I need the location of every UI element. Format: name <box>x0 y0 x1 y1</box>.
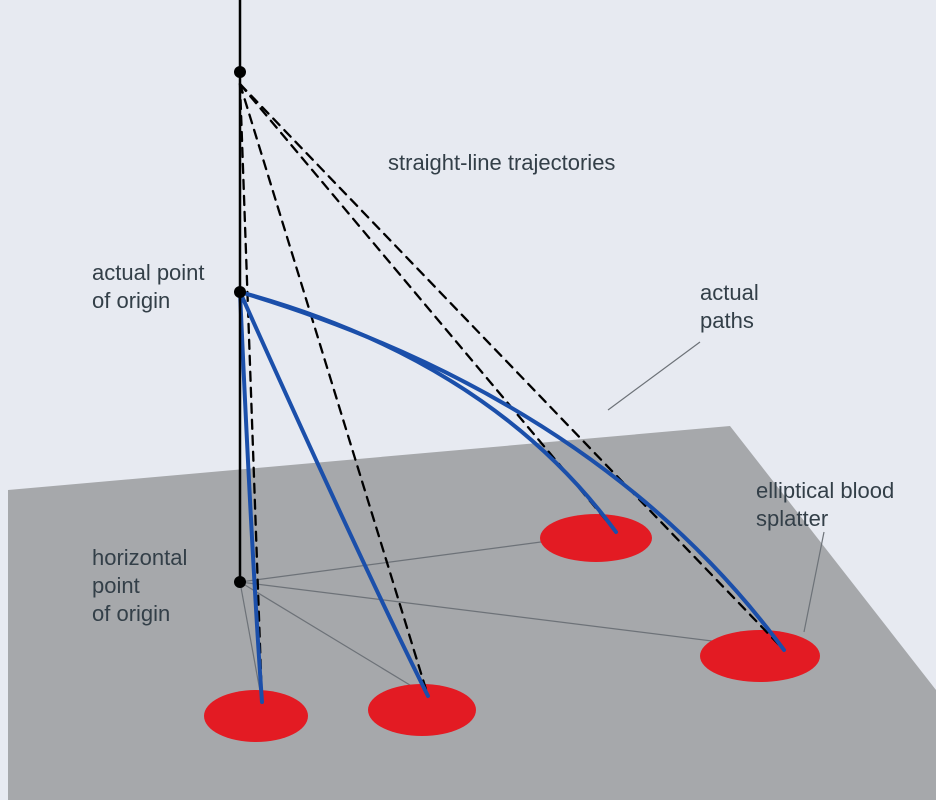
label-horizontal-origin-line1: horizontal <box>92 545 187 570</box>
label-straight-line-trajectories: straight-line trajectories <box>388 150 615 175</box>
label-elliptical-splatter-line1: elliptical blood <box>756 478 894 503</box>
label-horizontal-origin-line3: of origin <box>92 601 170 626</box>
blood-splatter-1 <box>368 684 476 736</box>
blood-splatter-0 <box>204 690 308 742</box>
blood-splatter-3 <box>700 630 820 682</box>
actual-origin-point <box>234 286 246 298</box>
label-elliptical-splatter-line2: splatter <box>756 506 828 531</box>
label-horizontal-origin-line2: point <box>92 573 140 598</box>
horizontal-origin-point <box>234 576 246 588</box>
label-actual-origin-line2: of origin <box>92 288 170 313</box>
label-actual-paths-line2: paths <box>700 308 754 333</box>
convergence-point <box>234 66 246 78</box>
label-actual-origin-line1: actual point <box>92 260 205 285</box>
blood-splatter-2 <box>540 514 652 562</box>
label-actual-paths-line1: actual <box>700 280 759 305</box>
